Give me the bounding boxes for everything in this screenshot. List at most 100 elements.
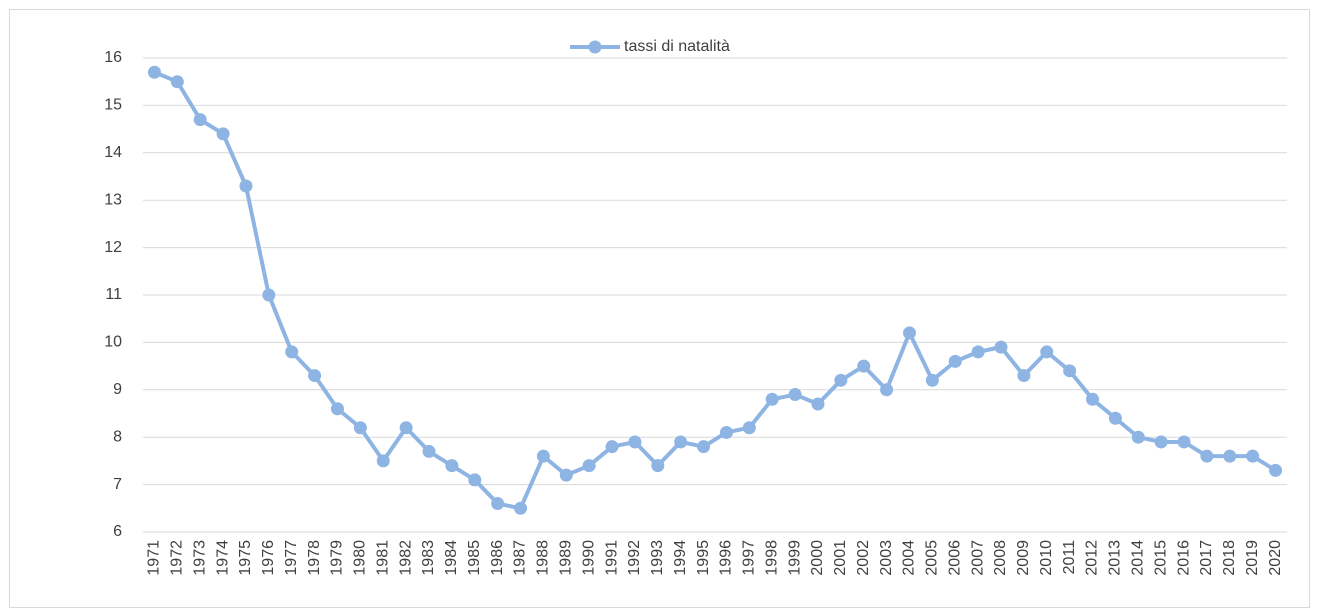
- x-tick-label: 2002: [855, 540, 872, 576]
- data-point: [445, 459, 459, 473]
- y-tick-label: 10: [104, 334, 122, 351]
- data-point: [1063, 364, 1077, 378]
- x-tick-label: 1986: [489, 540, 506, 576]
- x-tick-label: 2013: [1107, 540, 1124, 576]
- x-tick-label: 1992: [626, 540, 643, 576]
- data-point: [1200, 449, 1214, 463]
- y-tick-label: 12: [104, 239, 122, 256]
- data-point: [1246, 449, 1260, 463]
- x-tick-label: 2008: [992, 540, 1009, 576]
- x-tick-label: 2017: [1198, 540, 1215, 576]
- data-point: [948, 354, 962, 368]
- x-tick-label: 1998: [763, 540, 780, 576]
- x-tick-label: 1977: [283, 540, 300, 576]
- x-tick-label: 1975: [237, 540, 254, 576]
- x-tick-label: 1981: [374, 540, 391, 576]
- x-tick-label: 2015: [1152, 540, 1169, 576]
- x-tick-label: 1973: [191, 540, 208, 576]
- x-tick-label: 2009: [1015, 540, 1032, 576]
- data-point: [719, 425, 733, 439]
- data-point: [285, 345, 299, 359]
- legend-marker: [588, 40, 602, 54]
- x-tick-label: 1985: [466, 540, 483, 576]
- data-point: [536, 449, 550, 463]
- data-point: [422, 444, 436, 458]
- data-point: [1269, 463, 1283, 477]
- data-point: [811, 397, 825, 411]
- x-tick-label: 1994: [672, 540, 689, 576]
- x-tick-label: 2004: [901, 540, 918, 576]
- x-tick-label: 1980: [352, 540, 369, 576]
- y-tick-label: 6: [113, 523, 122, 540]
- data-point: [582, 459, 596, 473]
- data-point: [880, 383, 894, 397]
- data-point: [353, 421, 367, 435]
- data-point: [239, 179, 253, 193]
- data-point: [193, 113, 207, 127]
- x-tick-label: 2000: [809, 540, 826, 576]
- data-point: [262, 288, 276, 302]
- x-tick-label: 2019: [1244, 540, 1261, 576]
- x-tick-label: 1993: [649, 540, 666, 576]
- x-tick-label: 1991: [603, 540, 620, 576]
- x-tick-label: 1972: [169, 540, 186, 576]
- x-tick-label: 1997: [741, 540, 758, 576]
- y-tick-label: 16: [104, 49, 122, 66]
- data-point: [651, 459, 665, 473]
- x-tick-label: 1988: [535, 540, 552, 576]
- x-tick-label: 1976: [260, 540, 277, 576]
- data-point: [1040, 345, 1054, 359]
- x-tick-label: 1996: [718, 540, 735, 576]
- x-tick-label: 1989: [557, 540, 574, 576]
- data-point: [902, 326, 916, 340]
- data-point: [971, 345, 985, 359]
- y-tick-label: 11: [105, 286, 122, 303]
- data-point: [1086, 392, 1100, 406]
- data-point: [491, 497, 505, 511]
- y-tick-label: 9: [113, 381, 122, 398]
- data-point: [468, 473, 482, 487]
- data-point: [925, 373, 939, 387]
- y-tick-label: 15: [104, 97, 122, 114]
- data-point: [788, 388, 802, 402]
- legend-label: tassi di natalità: [624, 38, 730, 55]
- data-point: [1131, 430, 1145, 444]
- x-tick-label: 1995: [695, 540, 712, 576]
- data-point: [605, 440, 619, 454]
- x-tick-label: 1984: [443, 540, 460, 576]
- y-tick-label: 14: [104, 144, 122, 161]
- x-tick-label: 2020: [1267, 540, 1284, 576]
- data-point: [559, 468, 573, 482]
- x-tick-label: 1978: [306, 540, 323, 576]
- data-point: [308, 369, 322, 383]
- x-tick-label: 2012: [1084, 540, 1101, 576]
- x-tick-label: 2005: [924, 540, 941, 576]
- x-tick-label: 1983: [420, 540, 437, 576]
- data-point: [147, 65, 161, 79]
- x-tick-label: 1982: [397, 540, 414, 576]
- data-point: [216, 127, 230, 141]
- x-tick-label: 2016: [1175, 540, 1192, 576]
- data-point: [697, 440, 711, 454]
- x-tick-label: 2014: [1129, 540, 1146, 576]
- x-tick-label: 2011: [1061, 540, 1078, 575]
- data-point: [514, 501, 528, 515]
- x-tick-label: 1971: [146, 540, 163, 576]
- x-tick-label: 1990: [580, 540, 597, 576]
- x-tick-label: 2018: [1221, 540, 1238, 576]
- data-point: [399, 421, 413, 435]
- x-tick-label: 1974: [214, 540, 231, 576]
- data-point: [1017, 369, 1031, 383]
- x-tick-label: 2006: [946, 540, 963, 576]
- data-point: [834, 373, 848, 387]
- y-tick-label: 8: [113, 428, 122, 445]
- x-tick-label: 1999: [786, 540, 803, 576]
- data-point: [857, 359, 871, 373]
- x-tick-label: 1987: [512, 540, 529, 576]
- x-tick-label: 2007: [969, 540, 986, 576]
- data-point: [1154, 435, 1168, 449]
- y-tick-label: 13: [104, 191, 122, 208]
- series-line: [153, 70, 1277, 511]
- x-tick-label: 2010: [1038, 540, 1055, 576]
